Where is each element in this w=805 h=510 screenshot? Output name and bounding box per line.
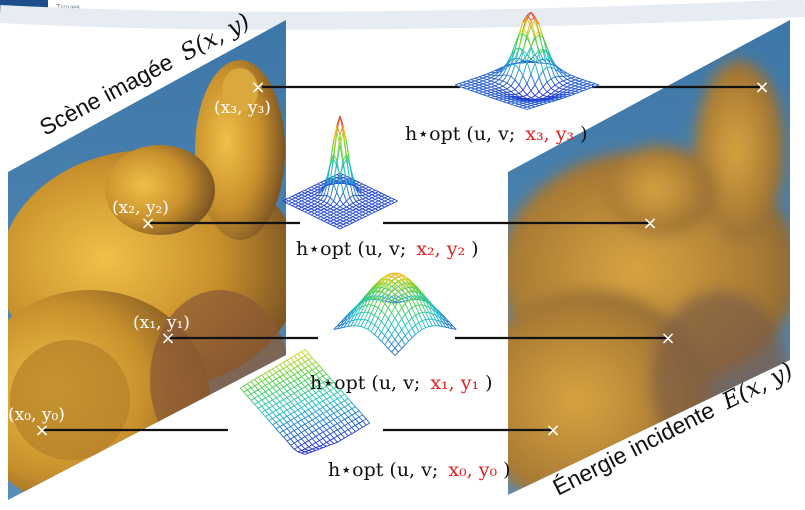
marker-right-1: × — [660, 328, 675, 349]
marker-left-2: × — [140, 213, 155, 234]
kernel-surface-3 — [454, 11, 600, 110]
marker-right-2: × — [642, 213, 657, 234]
kernel-surface-0 — [239, 349, 371, 455]
point-label-2: (x₂, y₂) — [112, 198, 169, 218]
header-logo: Troyes — [0, 0, 805, 30]
logo-text: Troyes — [56, 3, 80, 12]
kernel-label-0: h⋆opt (u, v; x₀, y₀ ) — [328, 459, 511, 481]
point-label-1: (x₁, y₁) — [133, 313, 190, 333]
kernel-label-3: h⋆opt (u, v; x₃, y₃ ) — [405, 123, 588, 145]
marker-right-3: × — [754, 77, 769, 98]
marker-left-3: × — [250, 77, 265, 98]
marker-left-0: × — [34, 420, 49, 441]
kernel-label-1: h⋆opt (u, v; x₁, y₁ ) — [310, 372, 493, 394]
marker-left-1: × — [160, 328, 175, 349]
connector-lines — [42, 85, 760, 432]
point-label-3: (x₃, y₃) — [214, 98, 271, 118]
kernel-surface-1 — [333, 272, 457, 356]
kernel-surface-2 — [282, 115, 398, 230]
marker-right-0: × — [545, 420, 560, 441]
point-label-0: (x₀, y₀) — [8, 405, 65, 425]
right-energy-panel — [508, 20, 790, 495]
kernel-label-2: h⋆opt (u, v; x₂, y₂ ) — [296, 238, 479, 260]
